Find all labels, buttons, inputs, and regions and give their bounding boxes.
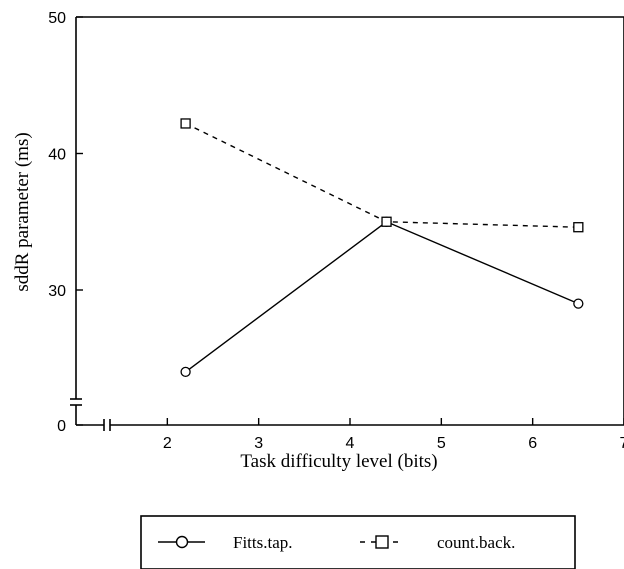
plot-frame [70,16,624,431]
data-point-count-back [381,216,392,227]
x-tick-label: 6 [528,435,537,452]
x-tick-label: 7 [620,435,624,452]
data-point-count-back [573,222,584,233]
legend-marker-count-back [375,535,389,549]
legend-box [140,515,576,569]
series-line-fitts-tap [185,220,579,373]
series-line-count-back [185,122,579,228]
y-tick-label: 30 [48,283,66,300]
series-layer [180,118,584,378]
y-tick-label: 50 [48,10,66,27]
x-tick-label: 2 [163,435,172,452]
legend-label-fitts-tap: Fitts.tap. [233,533,293,552]
data-point-fitts-tap [573,298,584,309]
data-point-count-back [180,118,191,129]
data-point-fitts-tap [180,366,191,378]
y-tick-label: 0 [57,418,66,435]
legend: Fitts.tap. count.back. [140,515,576,569]
x-tick-label: 3 [254,435,263,452]
y-axis-title: sddR parameter (ms) [12,132,33,291]
legend-marker-fitts-tap [175,535,189,549]
x-axis-title: Task difficulty level (bits) [240,451,437,472]
x-tick-label: 5 [437,435,446,452]
legend-label-count-back: count.back. [437,533,515,552]
axis-ticks: 2 3 4 5 6 7 0 30 40 50 [48,10,624,452]
x-tick-label: 4 [346,435,355,452]
y-tick-label: 40 [48,147,66,164]
